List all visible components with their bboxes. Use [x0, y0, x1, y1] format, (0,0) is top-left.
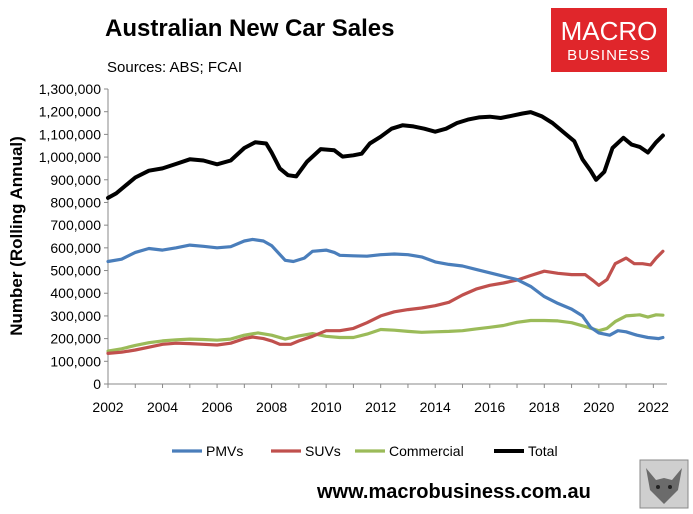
x-tick-label: 2006 [201, 399, 232, 415]
legend-label-suvs: SUVs [305, 443, 341, 459]
macrobusiness-logo: MACRO BUSINESS [551, 8, 667, 72]
x-tick-label: 2014 [420, 399, 451, 415]
x-tick-label: 2008 [256, 399, 287, 415]
x-tick-label: 2004 [147, 399, 178, 415]
y-tick-label: 300,000 [50, 308, 101, 324]
y-tick-label: 0 [93, 376, 101, 392]
y-tick-label: 200,000 [50, 331, 101, 347]
y-tick-label: 400,000 [50, 285, 101, 301]
y-axis: 0 100,000 200,000 300,000 400,000 500,000 600,… [39, 81, 109, 392]
y-tick-label: 600,000 [50, 240, 101, 256]
legend-label-commercial: Commercial [389, 443, 464, 459]
wolf-logo-icon [639, 459, 689, 509]
y-tick-label: 900,000 [50, 172, 101, 188]
legend-label-pmvs: PMVs [206, 443, 243, 459]
x-tick-label: 2010 [311, 399, 342, 415]
logo-background [551, 8, 667, 72]
chart-sources: Sources: ABS; FCAI [107, 59, 242, 76]
chart-title: Australian New Car Sales [105, 15, 394, 42]
series-line-commercial [106, 313, 665, 353]
legend: PMVs SUVs Commercial Total [172, 443, 558, 459]
series-line-total [106, 110, 665, 200]
x-tick-label: 2018 [529, 399, 560, 415]
x-tick-label: 2002 [92, 399, 123, 415]
x-tick-label: 2012 [365, 399, 396, 415]
y-tick-label: 1,300,000 [39, 81, 101, 97]
y-tick-label: 1,000,000 [39, 149, 101, 165]
x-tick-label: 2022 [638, 399, 669, 415]
y-tick-label: 500,000 [50, 263, 101, 279]
x-tick-label: 2016 [474, 399, 505, 415]
series-line-pmvs [106, 237, 665, 341]
x-tick-label: 2020 [583, 399, 614, 415]
logo-line1: MACRO [561, 16, 658, 46]
y-axis-label: Number (Rolling Annual) [7, 136, 26, 336]
legend-label-total: Total [528, 443, 558, 459]
y-tick-label: 1,200,000 [39, 104, 101, 120]
y-tick-label: 100,000 [50, 353, 101, 369]
y-tick-label: 1,100,000 [39, 126, 101, 142]
series-line-suvs [106, 249, 665, 355]
y-tick-label: 700,000 [50, 217, 101, 233]
y-tick-label: 800,000 [50, 194, 101, 210]
logo-line2: BUSINESS [567, 47, 651, 64]
x-axis: 2002 2004 2006 2008 2010 2012 2014 2016 2018 2020… [92, 383, 669, 415]
series-layer [106, 110, 665, 355]
website-url: www.macrobusiness.com.au [316, 481, 591, 503]
